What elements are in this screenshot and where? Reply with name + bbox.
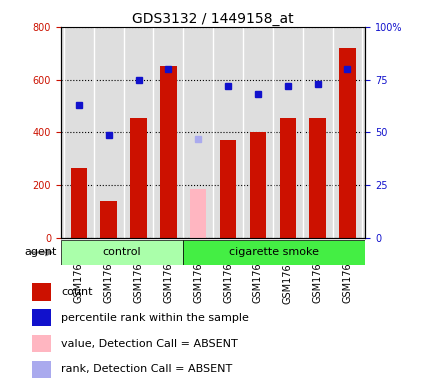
Bar: [309, 118, 325, 238]
Text: agent: agent: [24, 247, 56, 258]
Text: value, Detection Call = ABSENT: value, Detection Call = ABSENT: [61, 339, 237, 349]
Bar: [32, 335, 51, 352]
Bar: [279, 118, 295, 238]
Text: cigarette smoke: cigarette smoke: [229, 247, 318, 258]
Bar: [61, 240, 182, 265]
Bar: [219, 141, 236, 238]
Text: percentile rank within the sample: percentile rank within the sample: [61, 313, 248, 323]
Text: control: control: [102, 247, 141, 258]
Bar: [182, 240, 365, 265]
Bar: [32, 309, 51, 326]
Bar: [160, 66, 176, 238]
Bar: [249, 132, 266, 238]
Bar: [70, 168, 87, 238]
Text: count: count: [61, 287, 92, 297]
Bar: [100, 201, 117, 238]
Title: GDS3132 / 1449158_at: GDS3132 / 1449158_at: [132, 12, 293, 26]
Bar: [130, 118, 146, 238]
Bar: [339, 48, 355, 238]
Text: rank, Detection Call = ABSENT: rank, Detection Call = ABSENT: [61, 364, 232, 374]
Bar: [32, 361, 51, 378]
Bar: [190, 189, 206, 238]
Bar: [32, 283, 51, 301]
